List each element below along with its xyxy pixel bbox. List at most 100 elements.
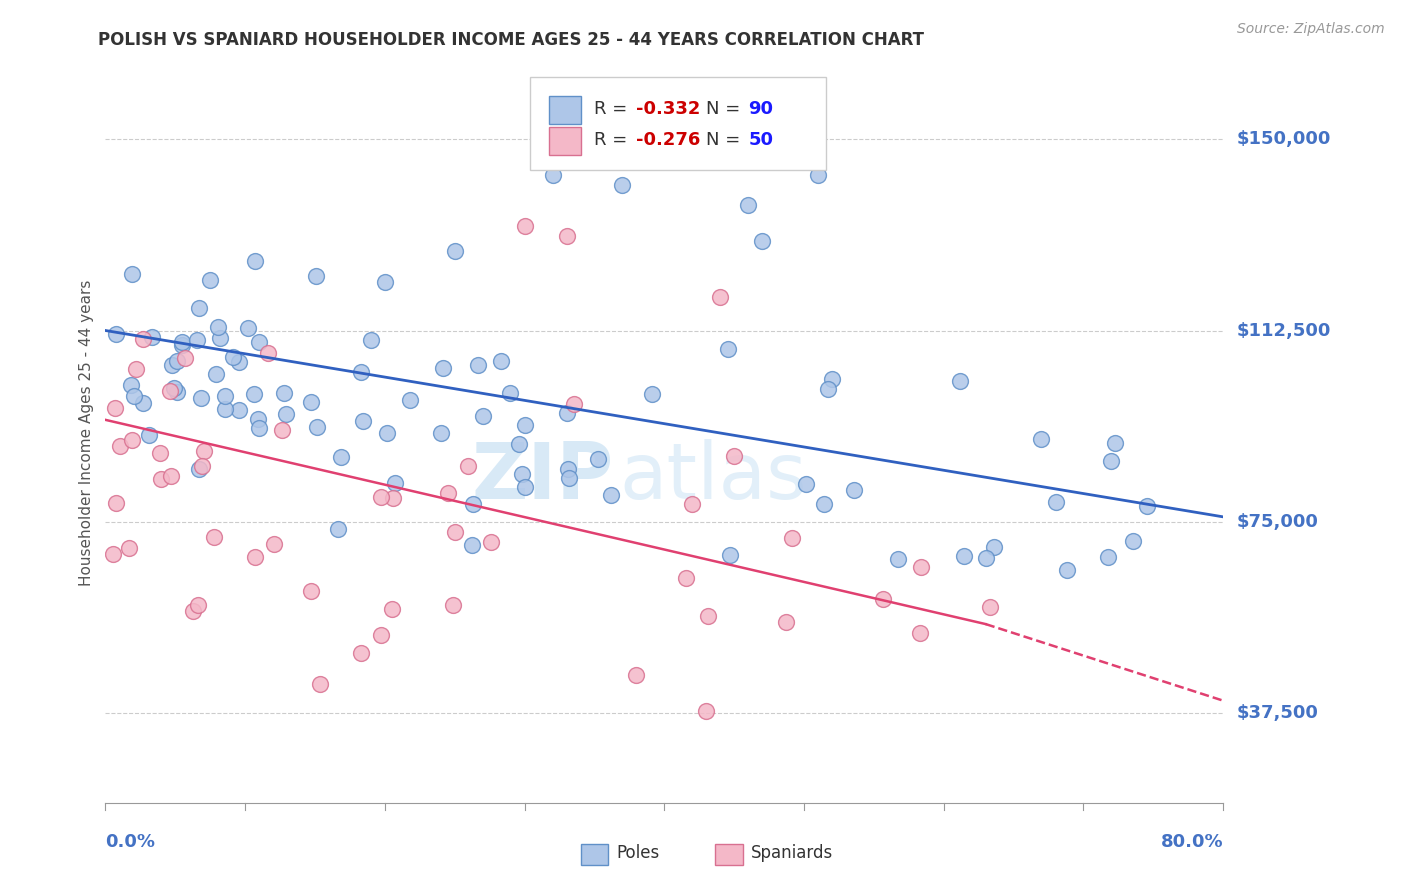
- Point: [307, 419, 329, 434]
- Point: [1097, 549, 1119, 564]
- Point: [193, 443, 215, 458]
- Point: [375, 426, 398, 441]
- Text: 0.0%: 0.0%: [105, 833, 156, 852]
- Point: [209, 331, 232, 345]
- Point: [141, 330, 163, 344]
- Point: [983, 541, 1005, 555]
- Point: [489, 353, 512, 368]
- Point: [263, 537, 285, 551]
- Point: [696, 609, 718, 624]
- Point: [122, 389, 145, 403]
- Text: N =: N =: [706, 131, 745, 149]
- Point: [436, 485, 458, 500]
- Point: [205, 368, 228, 382]
- Point: [120, 378, 142, 392]
- Point: [228, 403, 250, 417]
- Point: [441, 598, 464, 612]
- Point: [191, 459, 214, 474]
- Point: [104, 401, 127, 415]
- Text: 50: 50: [748, 131, 773, 149]
- Point: [461, 538, 484, 552]
- Point: [299, 395, 322, 409]
- Text: Source: ZipAtlas.com: Source: ZipAtlas.com: [1237, 22, 1385, 37]
- Point: [149, 446, 172, 460]
- Text: N =: N =: [706, 100, 745, 118]
- Point: [245, 253, 267, 268]
- Text: atlas: atlas: [620, 439, 807, 515]
- Point: [299, 584, 322, 599]
- Point: [612, 178, 634, 192]
- Point: [121, 433, 143, 447]
- Point: [887, 552, 910, 566]
- Point: [775, 615, 797, 629]
- Point: [1122, 534, 1144, 549]
- Point: [228, 355, 250, 369]
- Point: [138, 427, 160, 442]
- Point: [780, 531, 803, 545]
- Point: [181, 603, 204, 617]
- Point: [949, 374, 972, 388]
- Point: [174, 351, 197, 366]
- Point: [247, 334, 270, 349]
- Point: [953, 549, 976, 563]
- Point: [132, 396, 155, 410]
- Point: [461, 498, 484, 512]
- Point: [125, 362, 148, 376]
- Point: [508, 437, 530, 451]
- Point: [718, 549, 741, 563]
- Point: [170, 334, 193, 349]
- Point: [202, 530, 225, 544]
- Point: [236, 321, 259, 335]
- Point: [384, 475, 406, 490]
- Point: [695, 704, 717, 718]
- Point: [471, 409, 494, 423]
- Point: [430, 425, 453, 440]
- Point: [273, 386, 295, 401]
- Point: [813, 497, 835, 511]
- Point: [381, 491, 404, 505]
- Point: [1104, 436, 1126, 450]
- Text: $37,500: $37,500: [1237, 705, 1319, 723]
- Point: [200, 273, 222, 287]
- Point: [105, 496, 128, 510]
- Point: [360, 333, 382, 347]
- Point: [370, 490, 392, 504]
- Text: R =: R =: [593, 131, 633, 149]
- Point: [187, 462, 209, 476]
- Point: [974, 550, 997, 565]
- Point: [121, 267, 143, 281]
- Point: [498, 385, 520, 400]
- Point: [821, 372, 844, 386]
- Point: [558, 471, 581, 485]
- Point: [723, 449, 745, 463]
- Point: [257, 346, 280, 360]
- Point: [308, 676, 330, 690]
- Point: [555, 406, 578, 420]
- Y-axis label: Householder Income Ages 25 - 44 years: Householder Income Ages 25 - 44 years: [79, 279, 94, 586]
- Point: [207, 319, 229, 334]
- Point: [274, 407, 297, 421]
- Point: [443, 525, 465, 540]
- Text: 80.0%: 80.0%: [1160, 833, 1223, 852]
- Point: [163, 381, 186, 395]
- Text: $75,000: $75,000: [1237, 513, 1319, 531]
- Point: [370, 628, 392, 642]
- Point: [794, 477, 817, 491]
- Point: [541, 168, 564, 182]
- Point: [108, 439, 131, 453]
- Point: [910, 560, 932, 574]
- Text: $112,500: $112,500: [1237, 321, 1331, 340]
- Text: Spaniards: Spaniards: [751, 844, 832, 863]
- Text: Poles: Poles: [616, 844, 659, 863]
- Point: [599, 488, 621, 502]
- Text: 90: 90: [748, 100, 773, 118]
- Point: [352, 414, 374, 428]
- Point: [187, 301, 209, 316]
- Point: [1029, 432, 1052, 446]
- Point: [807, 168, 830, 182]
- Point: [709, 290, 731, 304]
- Point: [170, 337, 193, 351]
- Point: [443, 244, 465, 259]
- FancyBboxPatch shape: [530, 78, 827, 169]
- Point: [1136, 499, 1159, 513]
